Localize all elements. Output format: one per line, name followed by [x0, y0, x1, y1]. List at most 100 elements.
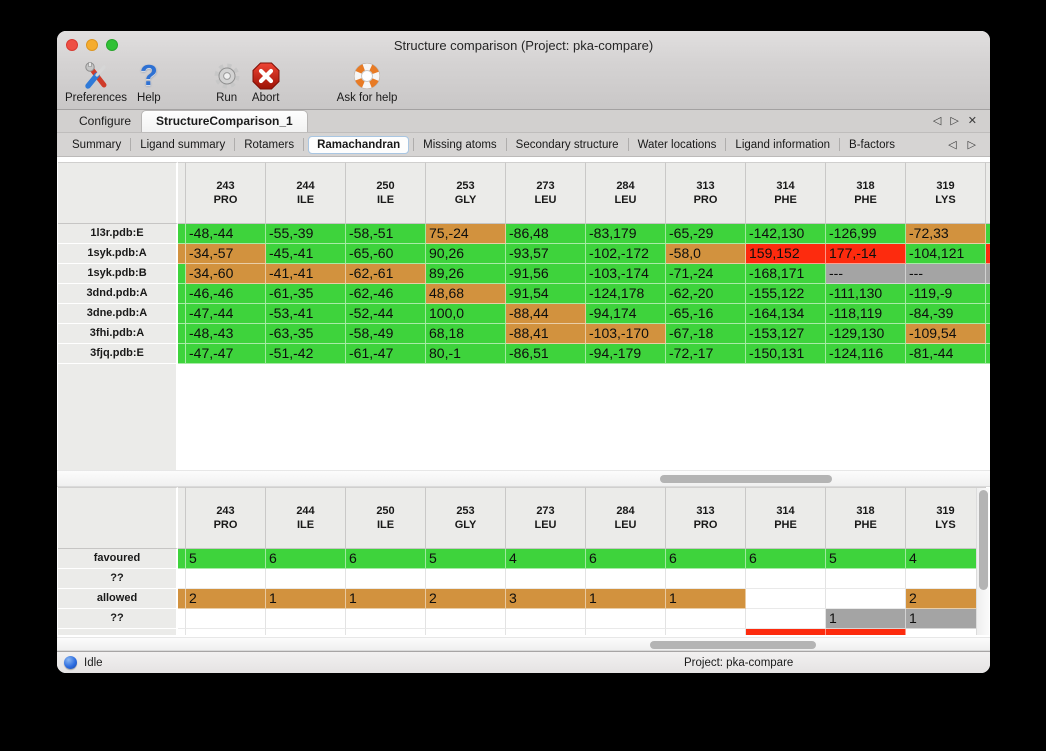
cell-314[interactable]: 6	[746, 549, 826, 569]
cell-250[interactable]: -62,-46	[346, 284, 426, 304]
cell-253[interactable]: 2	[426, 589, 506, 609]
subtab-prev-icon[interactable]: ◁	[948, 139, 957, 151]
cell-244[interactable]: 6	[266, 549, 346, 569]
cell-250[interactable]	[346, 569, 426, 589]
cell-318[interactable]: 177,-14	[826, 244, 906, 264]
cell-243[interactable]: -48,-44	[186, 224, 266, 244]
cell-243[interactable]: -34,-57	[186, 244, 266, 264]
cell-250[interactable]: -62,-61	[346, 264, 426, 284]
cell-284[interactable]: -124,178	[586, 284, 666, 304]
cell-243[interactable]: -47,-47	[186, 344, 266, 364]
cell-244[interactable]: -53,-41	[266, 304, 346, 324]
cell-273[interactable]: -86,51	[506, 344, 586, 364]
cell-244[interactable]: -61,-35	[266, 284, 346, 304]
subtab-summary[interactable]: Summary	[72, 138, 122, 151]
cell-244[interactable]: -63,-35	[266, 324, 346, 344]
zoom-window-button[interactable]	[106, 39, 118, 51]
cell-284[interactable]	[586, 569, 666, 589]
cell-313[interactable]: 6	[666, 549, 746, 569]
cell-250[interactable]: -61,-47	[346, 344, 426, 364]
cell-250[interactable]: 1	[346, 589, 426, 609]
bottom-vertical-scrollbar-thumb[interactable]	[979, 490, 988, 590]
cell-319[interactable]	[906, 569, 986, 589]
cell-314[interactable]: -150,131	[746, 344, 826, 364]
subtab-ligand-information[interactable]: Ligand information	[735, 138, 831, 151]
cell-319[interactable]: -109,54	[906, 324, 986, 344]
bottom-horizontal-scrollbar-thumb[interactable]	[650, 641, 816, 649]
cell-243[interactable]	[186, 569, 266, 589]
cell-244[interactable]: -55,-39	[266, 224, 346, 244]
cell-318[interactable]: -111,130	[826, 284, 906, 304]
cell-244[interactable]	[266, 609, 346, 629]
cell-273[interactable]	[506, 569, 586, 589]
cell-253[interactable]: 5	[426, 549, 506, 569]
tab-close-icon[interactable]: ✕	[967, 115, 977, 127]
cell-250[interactable]: -58,-51	[346, 224, 426, 244]
cell-250[interactable]: -58,-49	[346, 324, 426, 344]
cell-250[interactable]	[346, 629, 426, 635]
top-horizontal-scrollbar-thumb[interactable]	[660, 475, 832, 483]
cell-318[interactable]	[826, 589, 906, 609]
cell-273[interactable]: 3	[506, 589, 586, 609]
cell-243[interactable]	[186, 629, 266, 635]
minimize-window-button[interactable]	[86, 39, 98, 51]
cell-253[interactable]	[426, 629, 506, 635]
cell-313[interactable]: -65,-16	[666, 304, 746, 324]
subtab-next-icon[interactable]: ▷	[967, 139, 976, 151]
cell-314[interactable]	[746, 629, 826, 635]
cell-313[interactable]: -67,-18	[666, 324, 746, 344]
cell-319[interactable]: -119,-9	[906, 284, 986, 304]
cell-284[interactable]: -94,174	[586, 304, 666, 324]
subtab-b-factors[interactable]: B-factors	[849, 138, 896, 151]
cell-318[interactable]	[826, 629, 906, 635]
cell-253[interactable]: 75,-24	[426, 224, 506, 244]
cell-273[interactable]: -88,41	[506, 324, 586, 344]
cell-244[interactable]: -51,-42	[266, 344, 346, 364]
cell-243[interactable]: -34,-60	[186, 264, 266, 284]
cell-319[interactable]	[906, 629, 986, 635]
cell-314[interactable]	[746, 589, 826, 609]
close-window-button[interactable]	[66, 39, 78, 51]
cell-314[interactable]	[746, 609, 826, 629]
cell-318[interactable]: -129,130	[826, 324, 906, 344]
cell-319[interactable]: ---	[906, 264, 986, 284]
cell-314[interactable]: -142,130	[746, 224, 826, 244]
cell-313[interactable]	[666, 629, 746, 635]
cell-250[interactable]: -52,-44	[346, 304, 426, 324]
cell-273[interactable]: 4	[506, 549, 586, 569]
bottom-vertical-scrollbar[interactable]	[976, 488, 989, 635]
cell-250[interactable]	[346, 609, 426, 629]
cell-314[interactable]: -153,127	[746, 324, 826, 344]
cell-318[interactable]: 1	[826, 609, 906, 629]
cell-244[interactable]	[266, 569, 346, 589]
cell-314[interactable]: 159,152	[746, 244, 826, 264]
top-horizontal-scrollbar[interactable]	[57, 470, 990, 487]
cell-284[interactable]	[586, 629, 666, 635]
cell-314[interactable]: -155,122	[746, 284, 826, 304]
preferences-button[interactable]: Preferences	[65, 59, 127, 104]
run-button[interactable]: Run	[213, 59, 241, 104]
cell-243[interactable]: 5	[186, 549, 266, 569]
cell-253[interactable]	[426, 609, 506, 629]
cell-273[interactable]	[506, 629, 586, 635]
cell-319[interactable]: -81,-44	[906, 344, 986, 364]
cell-318[interactable]: ---	[826, 264, 906, 284]
cell-273[interactable]: -91,56	[506, 264, 586, 284]
cell-273[interactable]: -88,44	[506, 304, 586, 324]
cell-313[interactable]: -71,-24	[666, 264, 746, 284]
cell-243[interactable]	[186, 609, 266, 629]
cell-253[interactable]	[426, 569, 506, 589]
cell-243[interactable]: -47,-44	[186, 304, 266, 324]
subtab-ramachandran[interactable]: Ramachandran	[308, 135, 410, 154]
cell-313[interactable]: -65,-29	[666, 224, 746, 244]
cell-273[interactable]: -93,57	[506, 244, 586, 264]
cell-244[interactable]	[266, 629, 346, 635]
cell-244[interactable]: 1	[266, 589, 346, 609]
subtab-ligand-summary[interactable]: Ligand summary	[140, 138, 226, 151]
cell-284[interactable]: 1	[586, 589, 666, 609]
cell-273[interactable]: -86,48	[506, 224, 586, 244]
tab-prev-icon[interactable]: ◁	[932, 115, 942, 127]
cell-243[interactable]: 2	[186, 589, 266, 609]
subtab-secondary-structure[interactable]: Secondary structure	[515, 138, 619, 151]
cell-314[interactable]: -164,134	[746, 304, 826, 324]
